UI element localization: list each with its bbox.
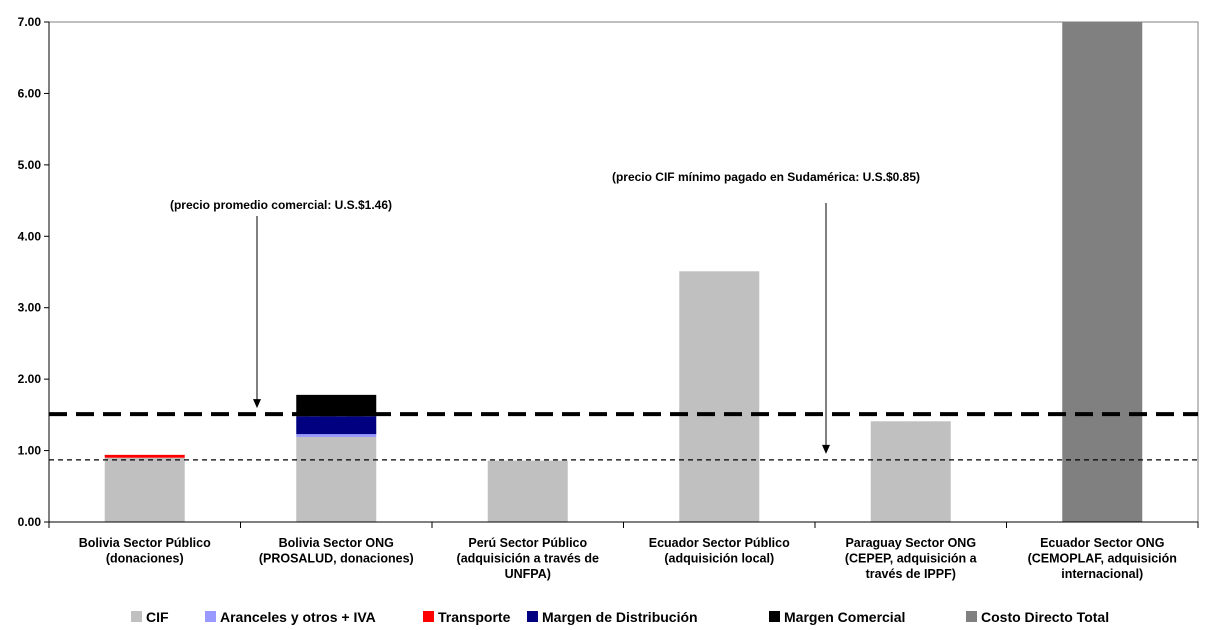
legend-label: Margen de Distribución — [542, 609, 698, 625]
annotation-arrow-head — [253, 399, 261, 409]
legend-swatch — [423, 611, 434, 622]
legend-swatch — [131, 611, 142, 622]
category-label: Bolivia Sector Público (donaciones) — [79, 536, 211, 566]
category-label: Ecuador Sector ONG (CEMOPLAF, adquisición… — [1028, 536, 1177, 581]
bar-segment — [296, 394, 377, 417]
x-axis: Bolivia Sector Público (donaciones) Bolivi… — [48, 521, 1199, 581]
legend-label: Costo Directo Total — [981, 609, 1109, 625]
y-tick-label: 1.00 — [18, 444, 42, 458]
legend-swatch — [205, 611, 216, 622]
y-tick-label: 2.00 — [18, 372, 42, 386]
y-tick-label: 5.00 — [18, 158, 42, 172]
category-label: Bolivia Sector ONG (PROSALUD, donaciones) — [259, 536, 414, 566]
bar-segment — [296, 416, 377, 435]
legend-label: CIF — [146, 609, 169, 625]
legend-swatch — [527, 611, 538, 622]
category-label: Paraguay Sector ONG (CEPEP, adquisición a… — [845, 536, 978, 581]
legend-swatch — [769, 611, 780, 622]
annotation-arrow-head — [822, 444, 830, 454]
legend: CIF Aranceles y otros + IVA Transporte Marg… — [131, 609, 1109, 625]
bar-segment — [487, 460, 568, 522]
legend-label: Margen Comercial — [784, 609, 905, 625]
bar-segment — [104, 457, 185, 522]
reference-lines — [49, 412, 1198, 461]
bar-segment — [296, 437, 377, 522]
y-tick-label: 6.00 — [18, 86, 42, 100]
y-tick-label: 0.00 — [18, 515, 42, 529]
category-label: Ecuador Sector Público (adquisición local… — [649, 536, 790, 566]
legend-swatch — [966, 611, 977, 622]
category-label: Perú Sector Público (adquisición a través… — [457, 536, 599, 581]
y-tick-label: 4.00 — [18, 229, 42, 243]
bar-segment — [1062, 22, 1143, 522]
bar-segment — [679, 271, 760, 522]
plot-area-frame — [48, 21, 1199, 523]
y-tick-label: 3.00 — [18, 301, 42, 315]
y-axis: 0.00 1.00 2.00 3.00 4.00 5.00 6.00 7.00 — [18, 15, 1199, 529]
y-tick-label: 7.00 — [18, 15, 42, 29]
legend-label: Transporte — [438, 609, 511, 625]
bars — [104, 22, 1143, 522]
legend-label: Aranceles y otros + IVA — [220, 609, 376, 625]
bar-segment — [870, 421, 951, 522]
bar-segment — [296, 434, 377, 437]
annotations: (precio promedio comercial: U.S.$1.46) (p… — [170, 170, 920, 454]
annotation-text: (precio CIF mínimo pagado en Sudamérica:… — [612, 170, 920, 184]
bar-segment — [104, 454, 185, 458]
annotation-text: (precio promedio comercial: U.S.$1.46) — [170, 198, 392, 212]
